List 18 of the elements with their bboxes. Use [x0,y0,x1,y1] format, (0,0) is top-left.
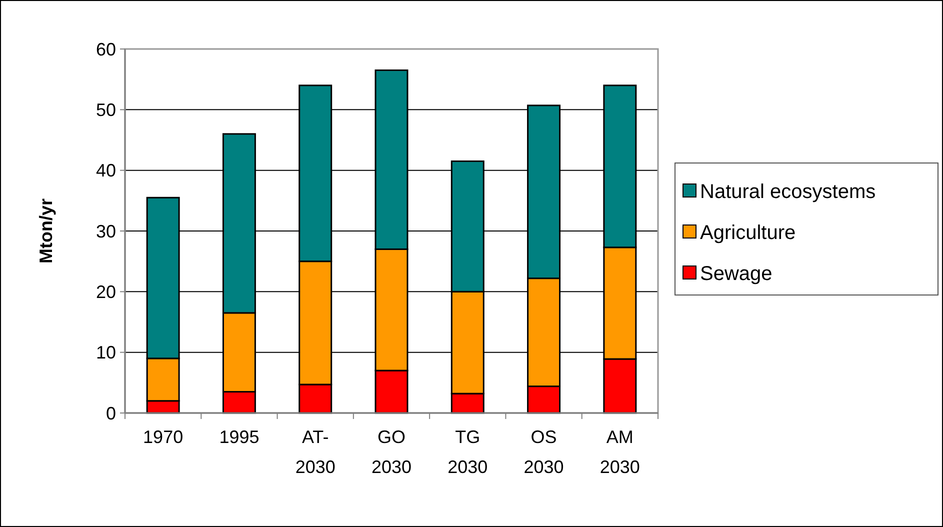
y-tick-label: 50 [96,100,116,120]
y-tick-label: 30 [96,221,116,242]
y-tick-label: 0 [106,403,116,424]
y-tick-label: 20 [96,282,116,302]
x-tick-label: TG 2030 [448,427,488,477]
x-tick-label: OS 2030 [524,427,564,477]
x-tick-label: 1970 [143,427,184,447]
x-tick-label: 1995 [219,427,260,447]
y-tick-label: 60 [96,39,116,60]
legend-label: Natural ecosystems [700,181,876,203]
x-tick-label: AM 2030 [600,427,640,477]
legend-label: Sewage [700,263,772,285]
legend-label: Agriculture [700,222,796,244]
y-axis-title: Mton/yr [36,198,56,264]
x-tick-label: GO 2030 [371,427,412,477]
y-tick-label: 10 [96,342,116,363]
x-tick-label: AT- 2030 [295,427,336,477]
y-tick-label: 40 [96,160,116,181]
